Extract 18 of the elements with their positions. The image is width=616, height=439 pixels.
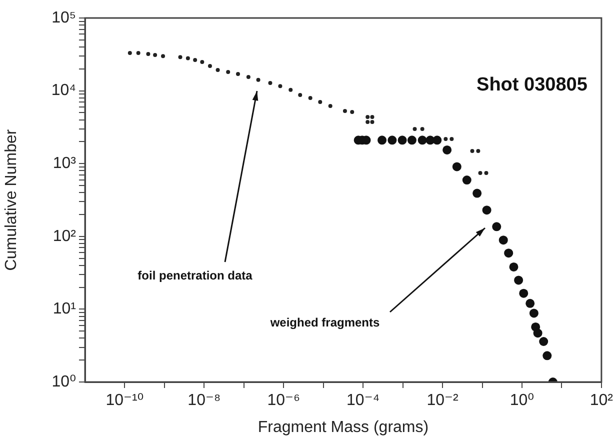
x-tick-label: 10⁻⁴	[346, 392, 380, 410]
x-tick-label: 10²	[590, 392, 614, 410]
annotation: Shot 030805	[476, 74, 588, 96]
x-tick-label: 10⁻¹⁰	[106, 392, 144, 410]
y-axis-title: Cumulative Number	[3, 128, 20, 271]
y-tick-label: 10⁰	[52, 373, 76, 390]
x-tick-label: 10⁻⁶	[267, 392, 300, 410]
y-tick-label: 10²	[52, 228, 77, 245]
x-tick-label: 10⁻⁸	[188, 392, 221, 410]
y-tick-label: 10⁵	[52, 9, 76, 26]
y-tick-label: 10³	[52, 155, 77, 172]
x-tick-label: 10⁻²	[426, 392, 459, 410]
annotation: weighed fragments	[269, 315, 380, 330]
y-tick-label: 10¹	[52, 300, 76, 318]
y-tick-label: 10⁴	[51, 82, 76, 100]
x-tick-label: 10⁰	[510, 392, 534, 410]
x-axis-title: Fragment Mass (grams)	[258, 418, 429, 436]
annotation: foil penetration data	[138, 268, 253, 282]
